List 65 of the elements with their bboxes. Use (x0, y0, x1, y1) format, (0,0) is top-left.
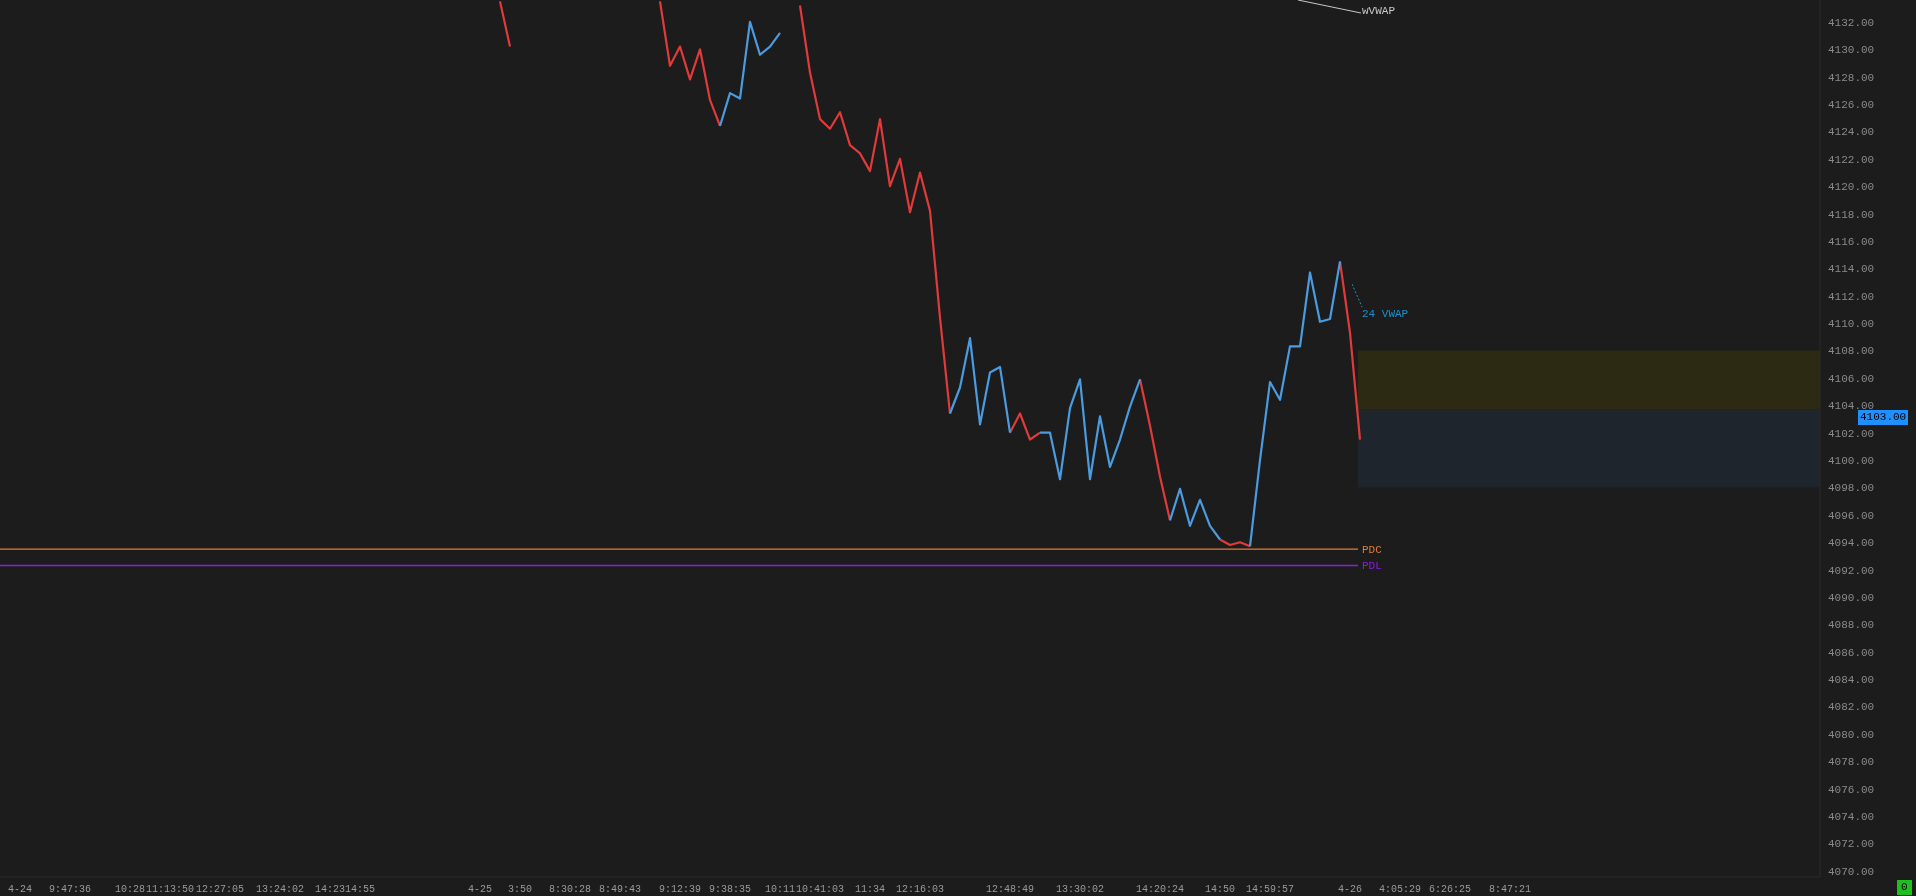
x-tick-label: 13:24:02 (255, 884, 305, 896)
x-tick-label: 14:55 (344, 884, 376, 896)
y-tick-label: 4096.00 (1828, 509, 1875, 522)
y-tick-label: 4090.00 (1828, 591, 1875, 604)
y-tick-label: 4130.00 (1828, 44, 1875, 57)
x-tick-label: 8:47:21 (1488, 884, 1532, 896)
x-tick-label: 13:30:02 (1055, 884, 1105, 896)
text: 0 (1897, 880, 1912, 895)
y-tick-label: 4092.00 (1828, 564, 1875, 577)
annotation: 24 VWAP (1362, 307, 1409, 322)
y-tick-label: 4116.00 (1828, 235, 1875, 248)
x-tick-label: 14:59:57 (1245, 884, 1295, 896)
y-tick-label: 4104.00 (1828, 400, 1875, 413)
y-tick-label: 4122.00 (1828, 153, 1875, 166)
x-tick-label: 6:26:25 (1428, 884, 1472, 896)
x-tick-label: 4-26 (1337, 884, 1363, 896)
y-tick-label: 4074.00 (1828, 810, 1875, 823)
ref-line-label: PDL (1362, 560, 1382, 573)
x-tick-label: 4:05:29 (1378, 884, 1422, 896)
y-tick-label: 4124.00 (1828, 126, 1875, 139)
text: 4103.00 (1858, 410, 1909, 425)
y-tick-label: 4100.00 (1828, 454, 1875, 467)
x-tick-label: 3:50 (507, 884, 533, 896)
y-tick-label: 4086.00 (1828, 646, 1875, 659)
ref-line-label: PDC (1362, 544, 1383, 557)
x-tick-label: 10:11 (764, 884, 796, 896)
x-tick-label: 14:23 (314, 884, 346, 896)
y-tick-label: 4084.00 (1828, 674, 1875, 687)
y-tick-label: 4126.00 (1828, 98, 1875, 111)
x-tick-label: 9:12:39 (658, 884, 702, 896)
y-tick-label: 4078.00 (1828, 756, 1875, 769)
x-tick-label: 14:50 (1204, 884, 1236, 896)
y-tick-label: 4114.00 (1828, 263, 1875, 276)
y-tick-label: 4132.00 (1828, 16, 1875, 29)
annotation: wVWAP (1362, 4, 1396, 19)
y-tick-label: 4094.00 (1828, 537, 1875, 550)
y-tick-label: 4072.00 (1828, 838, 1875, 851)
x-tick-label: 12:48:49 (985, 884, 1035, 896)
y-tick-label: 4118.00 (1828, 208, 1875, 221)
x-tick-label: 12:16:03 (895, 884, 945, 896)
x-tick-label: 4-25 (467, 884, 493, 896)
x-tick-label: 4-24 (7, 884, 33, 896)
y-tick-label: 4120.00 (1828, 181, 1875, 194)
y-tick-label: 4080.00 (1828, 728, 1875, 741)
y-tick-label: 4088.00 (1828, 619, 1875, 632)
y-tick-label: 4108.00 (1828, 345, 1875, 358)
y-tick-label: 4070.00 (1828, 865, 1875, 878)
y-tick-label: 4106.00 (1828, 372, 1875, 385)
x-tick-label: 8:49:43 (598, 884, 642, 896)
x-tick-label: 10:41:03 (795, 884, 845, 896)
y-tick-label: 4102.00 (1828, 427, 1875, 440)
y-tick-label: 4110.00 (1828, 318, 1875, 331)
y-tick-label: 4112.00 (1828, 290, 1875, 303)
x-tick-label: 9:38:35 (708, 884, 752, 896)
y-tick-label: 4098.00 (1828, 482, 1875, 495)
x-tick-label: 9:47:36 (48, 884, 92, 896)
y-tick-label: 4076.00 (1828, 783, 1875, 796)
x-tick-label: 14:20:24 (1135, 884, 1185, 896)
x-tick-label: 11:13:50 (145, 884, 195, 896)
x-tick-label: 11:34 (854, 884, 886, 896)
y-tick-label: 4128.00 (1828, 71, 1875, 84)
y-tick-label: 4082.00 (1828, 701, 1875, 714)
x-tick-label: 8:30:28 (548, 884, 592, 896)
x-tick-label: 10:28 (114, 884, 146, 896)
x-tick-label: 12:27:05 (195, 884, 245, 896)
